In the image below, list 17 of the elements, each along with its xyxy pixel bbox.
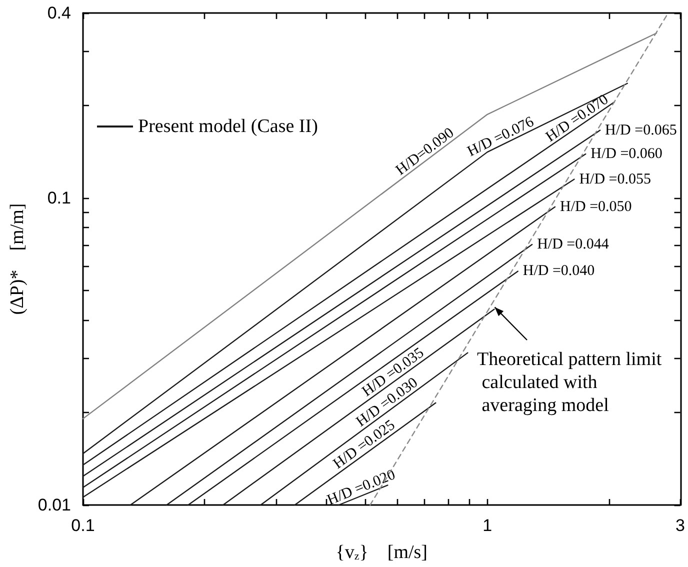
x-tick-label: 3 [676, 516, 686, 535]
y-tick-label: 0.1 [47, 188, 71, 208]
x-tick-label: 0.1 [71, 516, 95, 535]
annotation: H/D =0.076 [465, 114, 537, 160]
y-tick-label: 0.4 [47, 4, 71, 22]
annotation: H/D =0.055 [579, 171, 652, 188]
annotation: H/D =0.065 [605, 122, 677, 138]
x-tick-label: 1 [482, 516, 492, 535]
annotation: H/D =0.050 [560, 198, 632, 215]
annotation: H/D =0.040 [522, 263, 595, 280]
x-axis-title: {vz} [m/s] [336, 542, 428, 563]
annotation: H/D =0.060 [590, 146, 662, 162]
annotation: H/D =0.044 [537, 236, 610, 253]
legend-label: Present model (Case II) [138, 116, 318, 137]
y-tick-label: 0.01 [38, 496, 71, 514]
y-axis-title: (ΔP)* [m/m] [7, 203, 28, 315]
annotation: Theoretical pattern limit calculated with averaging model [477, 349, 662, 416]
